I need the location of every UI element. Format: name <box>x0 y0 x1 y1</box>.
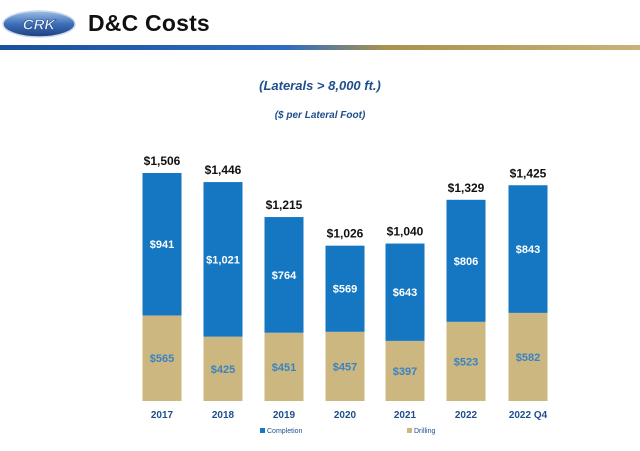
bar-drilling <box>446 321 486 401</box>
completion-value-label: $764 <box>272 270 297 282</box>
legend-swatch <box>260 428 265 433</box>
legend-swatch <box>407 428 412 433</box>
x-tick-label: 2017 <box>151 410 174 421</box>
drilling-value-label: $582 <box>516 352 540 364</box>
bar-drilling <box>385 340 425 401</box>
legend-label: Drilling <box>414 428 436 435</box>
bar-completion <box>508 185 548 313</box>
total-value-label: $1,215 <box>266 198 303 212</box>
total-value-label: $1,506 <box>144 154 181 168</box>
completion-value-label: $843 <box>516 244 540 256</box>
drilling-value-label: $425 <box>211 364 235 376</box>
bar-drilling <box>264 332 304 401</box>
total-value-label: $1,425 <box>510 166 547 180</box>
bar-drilling <box>203 336 243 401</box>
slide-header: CRK D&C Costs <box>0 0 640 52</box>
chart-subtitle: ($ per Lateral Foot) <box>274 110 366 121</box>
bar-completion <box>264 217 304 333</box>
total-value-label: $1,026 <box>327 227 364 241</box>
drilling-value-label: $397 <box>393 366 417 378</box>
bar-drilling <box>325 331 365 401</box>
completion-value-label: $643 <box>393 287 417 299</box>
x-tick-label: 2022 <box>455 410 478 421</box>
drilling-value-label: $457 <box>333 361 357 373</box>
drilling-value-label: $451 <box>272 362 296 374</box>
completion-value-label: $1,021 <box>206 254 240 266</box>
completion-value-label: $569 <box>333 284 357 296</box>
x-tick-label: 2018 <box>212 410 235 421</box>
x-tick-label: 2019 <box>273 410 296 421</box>
bar-completion <box>142 173 182 316</box>
bar-completion <box>203 182 243 337</box>
x-tick-label: 2022 Q4 <box>509 410 548 421</box>
bar-completion <box>446 199 486 322</box>
total-value-label: $1,446 <box>205 163 242 177</box>
crk-logo: CRK <box>2 10 76 38</box>
completion-value-label: $806 <box>454 256 478 268</box>
logo-text: CRK <box>23 17 57 34</box>
x-tick-label: 2020 <box>334 410 357 421</box>
bar-completion <box>325 245 365 332</box>
completion-value-label: $941 <box>150 239 174 251</box>
page-title: D&C Costs <box>88 10 210 36</box>
drilling-value-label: $565 <box>150 353 174 365</box>
total-value-label: $1,040 <box>387 225 424 239</box>
header-rule <box>0 45 640 50</box>
bar-drilling <box>508 312 548 401</box>
x-tick-label: 2021 <box>394 410 417 421</box>
bar-drilling <box>142 315 182 401</box>
chart-title: (Laterals > 8,000 ft.) <box>259 78 381 93</box>
drilling-value-label: $523 <box>454 356 478 368</box>
bar-completion <box>385 243 425 341</box>
legend-label: Completion <box>267 428 303 435</box>
total-value-label: $1,329 <box>448 181 485 195</box>
